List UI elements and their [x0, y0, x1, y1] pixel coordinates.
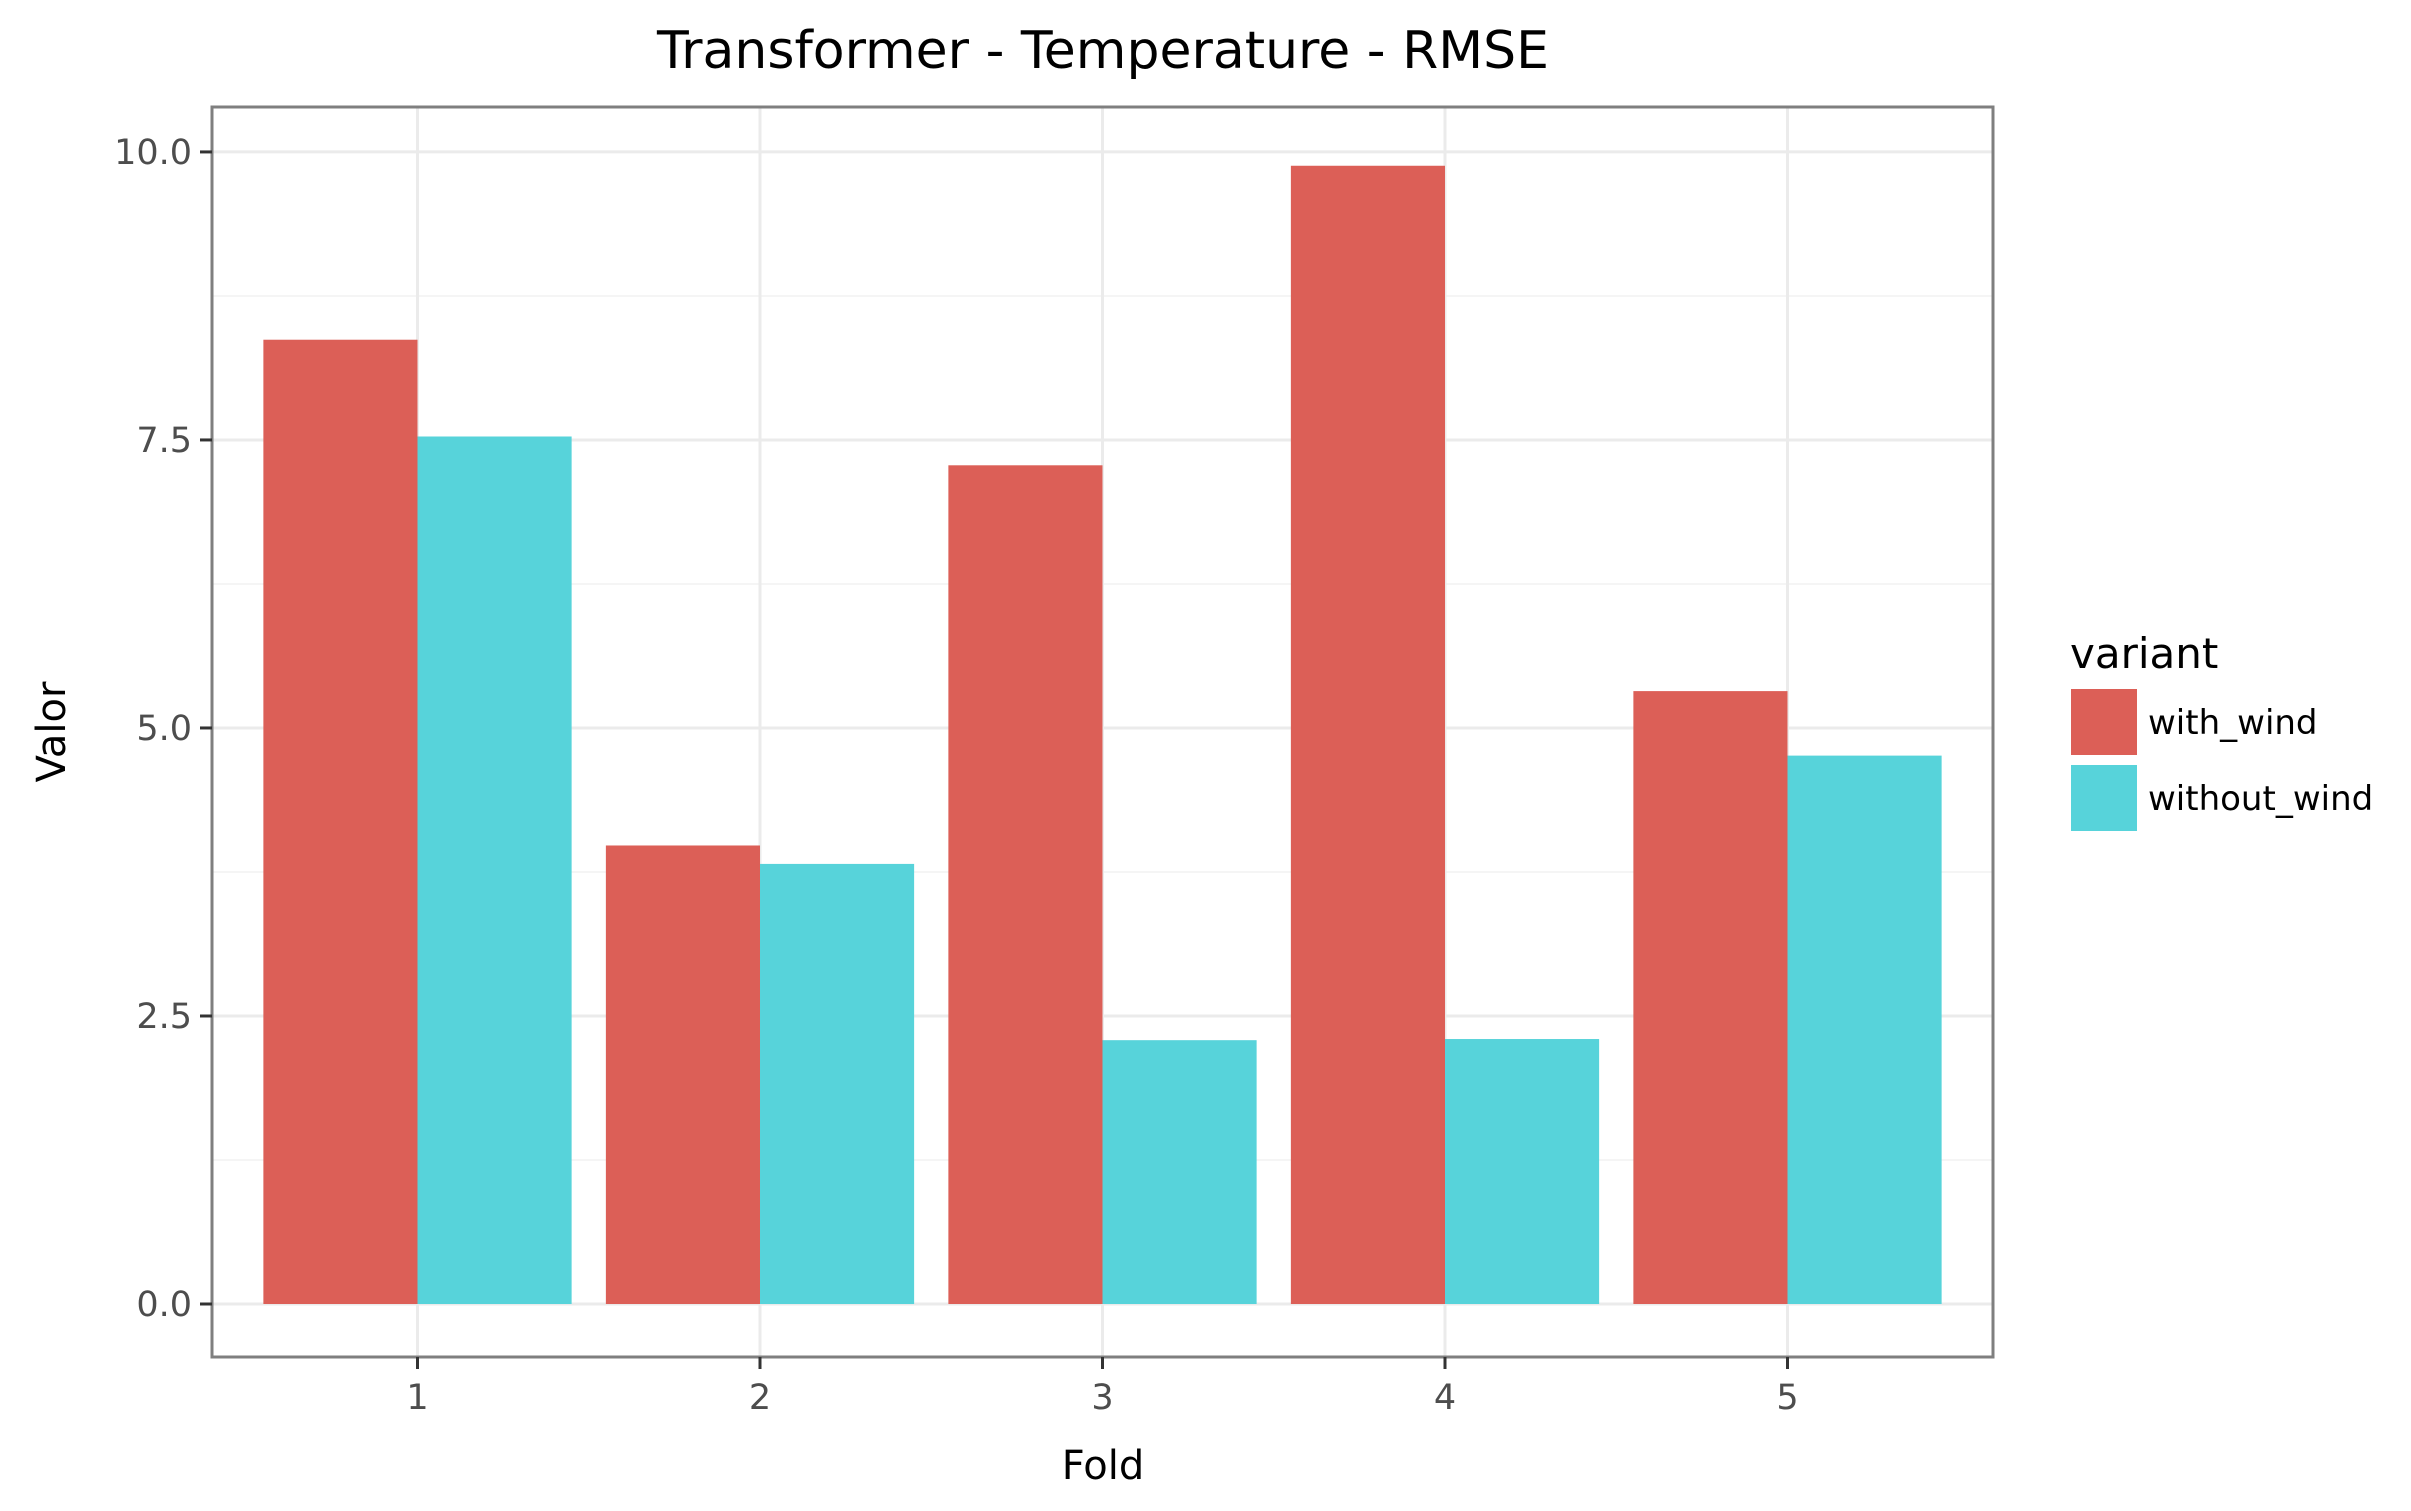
bar-without_wind-fold-1 — [417, 436, 572, 1305]
bar-without_wind-fold-5 — [1787, 755, 1942, 1305]
x-tick-label: 1 — [406, 1378, 428, 1418]
y-axis-title: Valor — [29, 681, 75, 782]
legend: variant with_wind without_wind — [2070, 629, 2373, 831]
bars — [263, 165, 1942, 1305]
legend-label-with_wind: with_wind — [2148, 703, 2318, 743]
x-axis-title: Fold — [1062, 1443, 1145, 1489]
legend-label-without_wind: without_wind — [2148, 779, 2373, 819]
bar-without_wind-fold-4 — [1445, 1039, 1600, 1305]
legend-key-without_wind — [2071, 765, 2137, 831]
y-tick-label: 5.0 — [136, 709, 192, 749]
bar-with_wind-fold-3 — [948, 465, 1103, 1305]
x-tick-label: 4 — [1434, 1378, 1456, 1418]
y-tick-label: 10.0 — [114, 133, 192, 173]
bar-without_wind-fold-3 — [1102, 1040, 1257, 1305]
y-tick-label: 2.5 — [136, 997, 192, 1037]
y-axis: 0.0 2.5 5.0 7.5 10.0 — [114, 133, 212, 1325]
bar-without_wind-fold-2 — [760, 863, 915, 1305]
x-tick-label: 5 — [1776, 1378, 1798, 1418]
y-tick-label: 0.0 — [136, 1285, 192, 1325]
y-tick-label: 7.5 — [136, 421, 192, 461]
bar-with_wind-fold-5 — [1633, 691, 1788, 1305]
x-axis: 1 2 3 4 5 — [406, 1357, 1799, 1418]
legend-title: variant — [2070, 629, 2218, 678]
plot-panel — [210, 105, 1995, 1359]
x-tick-label: 3 — [1091, 1378, 1113, 1418]
bar-with_wind-fold-2 — [605, 845, 760, 1305]
bar-with_wind-fold-1 — [263, 339, 418, 1305]
x-tick-label: 2 — [749, 1378, 771, 1418]
legend-key-with_wind — [2071, 689, 2137, 755]
bar-with_wind-fold-4 — [1290, 165, 1445, 1305]
chart-title: Transformer - Temperature - RMSE — [656, 21, 1549, 81]
